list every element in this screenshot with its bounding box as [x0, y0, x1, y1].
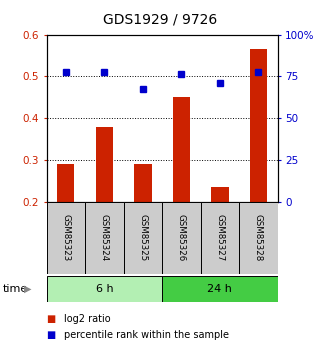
Text: GSM85327: GSM85327 [215, 215, 224, 262]
Bar [201, 202, 239, 274]
Text: GSM85323: GSM85323 [61, 215, 70, 262]
Text: GSM85326: GSM85326 [177, 215, 186, 262]
Bar [134, 164, 152, 202]
Bar [47, 202, 85, 274]
Bar [162, 276, 278, 302]
Text: time: time [3, 284, 29, 294]
Text: 24 h: 24 h [207, 284, 232, 294]
Bar [162, 202, 201, 274]
Text: 6 h: 6 h [96, 284, 113, 294]
Bar [57, 164, 74, 202]
Bar [211, 187, 229, 202]
Bar [239, 202, 278, 274]
Text: percentile rank within the sample: percentile rank within the sample [64, 330, 229, 339]
Text: ■: ■ [47, 330, 56, 339]
Text: GDS1929 / 9726: GDS1929 / 9726 [103, 12, 218, 26]
Bar [124, 202, 162, 274]
Bar [96, 127, 113, 202]
Text: GSM85325: GSM85325 [138, 215, 147, 262]
Text: GSM85324: GSM85324 [100, 215, 109, 262]
Bar [47, 276, 162, 302]
Bar [85, 202, 124, 274]
Text: ■: ■ [47, 314, 56, 324]
Text: ▶: ▶ [24, 284, 32, 294]
Text: log2 ratio: log2 ratio [64, 314, 111, 324]
Text: GSM85328: GSM85328 [254, 215, 263, 262]
Bar [173, 97, 190, 202]
Bar [250, 49, 267, 202]
